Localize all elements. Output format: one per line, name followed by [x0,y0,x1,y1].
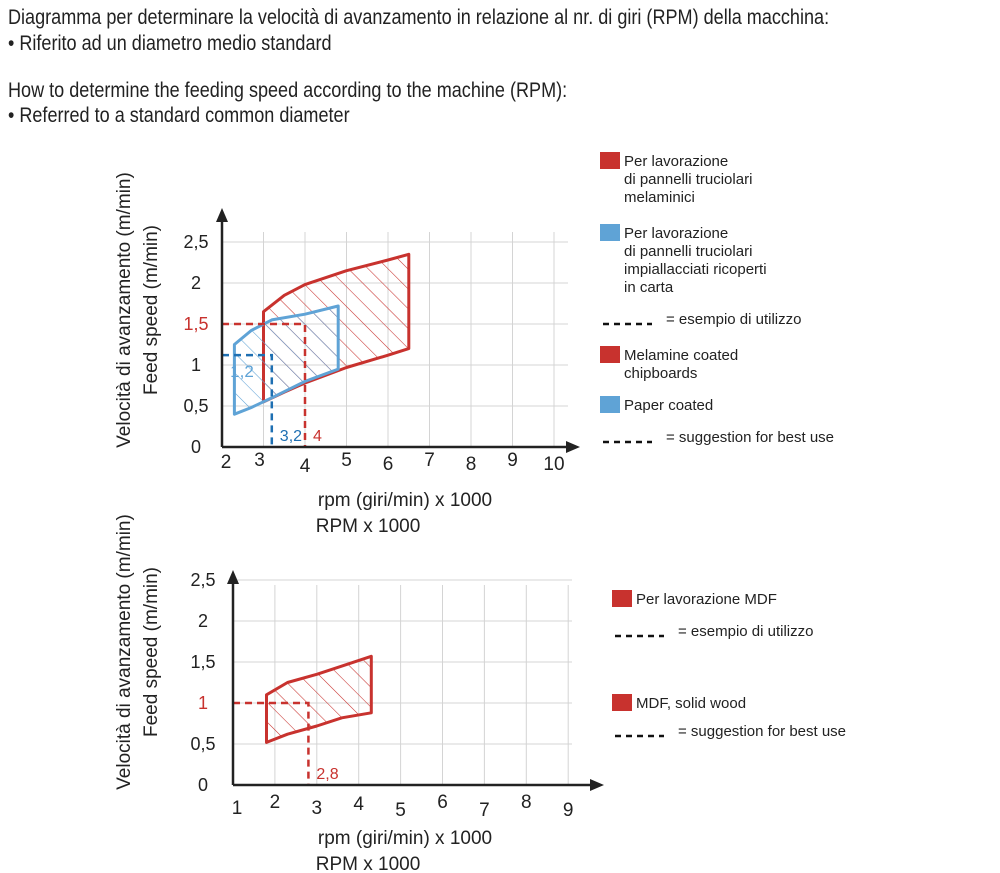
x-axis-arrow [566,441,580,453]
y-tick-label: 2,5 [190,570,215,590]
x-axis-arrow [590,779,604,791]
y-tick-label: 2 [191,273,201,293]
x-tick-label: 7 [479,800,490,821]
legend-label: melaminici [624,189,695,206]
y-tick-label: 1,5 [183,314,208,334]
x-axis-title-italian: rpm (giri/min) x 1000 [318,828,492,849]
legend-item: Paper coated [600,396,713,414]
example-x-label: 2,8 [316,766,338,783]
legend-label: impiallacciati ricoperti [624,261,767,278]
x-tick-label: 5 [341,450,352,471]
legend-label: = esempio di utilizzo [678,623,813,640]
x-tick-label: 6 [383,454,394,475]
example-x-label: 4 [313,428,322,445]
x-tick-label: 3 [254,450,265,471]
legend-swatch [600,396,620,413]
legend-label: in carta [624,279,674,296]
legend-label: Paper coated [624,397,713,414]
x-tick-label: 3 [312,798,323,819]
legend-item: = esempio di utilizzo [603,311,801,328]
y-tick-label: 2,5 [183,232,208,252]
x-tick-label: 9 [563,800,574,821]
series-area [265,654,373,744]
legend-label: chipboards [624,365,697,382]
x-tick-label: 8 [466,454,477,475]
y-tick-label: 1 [191,355,201,375]
legend-swatch [600,224,620,241]
legend-item: MDF, solid wood [612,694,746,712]
x-tick-label: 4 [300,456,311,477]
y-tick-label: 2 [198,611,208,631]
legend-swatch [600,346,620,363]
x-tick-label: 2 [270,792,281,813]
example-guide-line [233,701,310,785]
y-axis-title-english: Feed speed (m/min) [141,225,162,395]
legend-label: Per lavorazione [624,225,728,242]
example-guide-line [222,322,307,447]
legend-label: Melamine coated [624,347,738,364]
legend-label: = suggestion for best use [666,429,834,446]
chart-2: 2,8 1 2 3 4 5 6 7 8 9 0 0,5 1 1,5 2 2,5 Velocità di avan… [114,514,604,873]
y-axis-title-english: Feed speed (m/min) [141,567,162,737]
legend-2: Per lavorazione MDF = esempio di utilizzo… [612,590,846,740]
title-italian: Diagramma per determinare la velocità di… [8,6,830,29]
legend-item: = suggestion for best use [603,429,834,446]
subtitle-english: • Referred to a standard common diameter [8,104,350,127]
legend-swatch [600,152,620,169]
legend-swatch [612,694,632,711]
example-y-label: 1,2 [230,362,254,381]
series-area [232,304,340,416]
x-axis-title-english: RPM x 1000 [316,854,421,873]
x-axis-title-english: RPM x 1000 [316,516,421,537]
subtitle-italian: • Riferito ad un diametro medio standard [8,32,332,55]
x-tick-label: 1 [232,798,243,819]
example-x-label: 3,2 [280,428,302,445]
x-tick-label: 8 [521,792,532,813]
y-axis-title-italian: Velocità di avanzamento (m/min) [114,172,135,448]
legend-swatch [612,590,632,607]
legend-item: = suggestion for best use [615,723,846,740]
x-tick-label: 5 [395,800,406,821]
y-axis-title-italian: Velocità di avanzamento (m/min) [114,514,135,790]
x-axis-title-italian: rpm (giri/min) x 1000 [318,490,492,511]
legend-label: = suggestion for best use [678,723,846,740]
legend-label: di pannelli truciolari [624,243,752,260]
x-tick-label: 6 [437,792,448,813]
x-tick-label: 2 [221,452,232,473]
x-tick-label: 9 [507,450,518,471]
legend-label: Per lavorazione [624,153,728,170]
legend-label: = esempio di utilizzo [666,311,801,328]
legend-label: MDF, solid wood [636,695,746,712]
legend-label: di pannelli truciolari [624,171,752,188]
x-tick-label: 7 [424,450,435,471]
grid [233,579,572,785]
legend-item: Per lavorazione MDF [612,590,777,608]
y-axis-arrow [216,208,228,222]
x-tick-label: 4 [353,794,364,815]
y-tick-label: 0 [198,775,208,795]
y-tick-label: 0 [191,437,201,457]
y-tick-label: 1 [198,693,208,713]
example-guide-line [222,353,274,447]
legend-label: Per lavorazione MDF [636,591,777,608]
y-tick-label: 1,5 [190,652,215,672]
y-axis-arrow [227,570,239,584]
y-tick-label: 0,5 [183,396,208,416]
title-english: How to determine the feeding speed accor… [8,79,568,102]
y-tick-label: 0,5 [190,734,215,754]
legend-item: = esempio di utilizzo [615,623,813,640]
x-tick-label: 10 [543,454,564,475]
chart-1: 4 3,2 2 3 4 5 6 7 8 9 10 0 0,5 1 1,5 2 2,5 1,2 Velocità di… [114,172,580,537]
